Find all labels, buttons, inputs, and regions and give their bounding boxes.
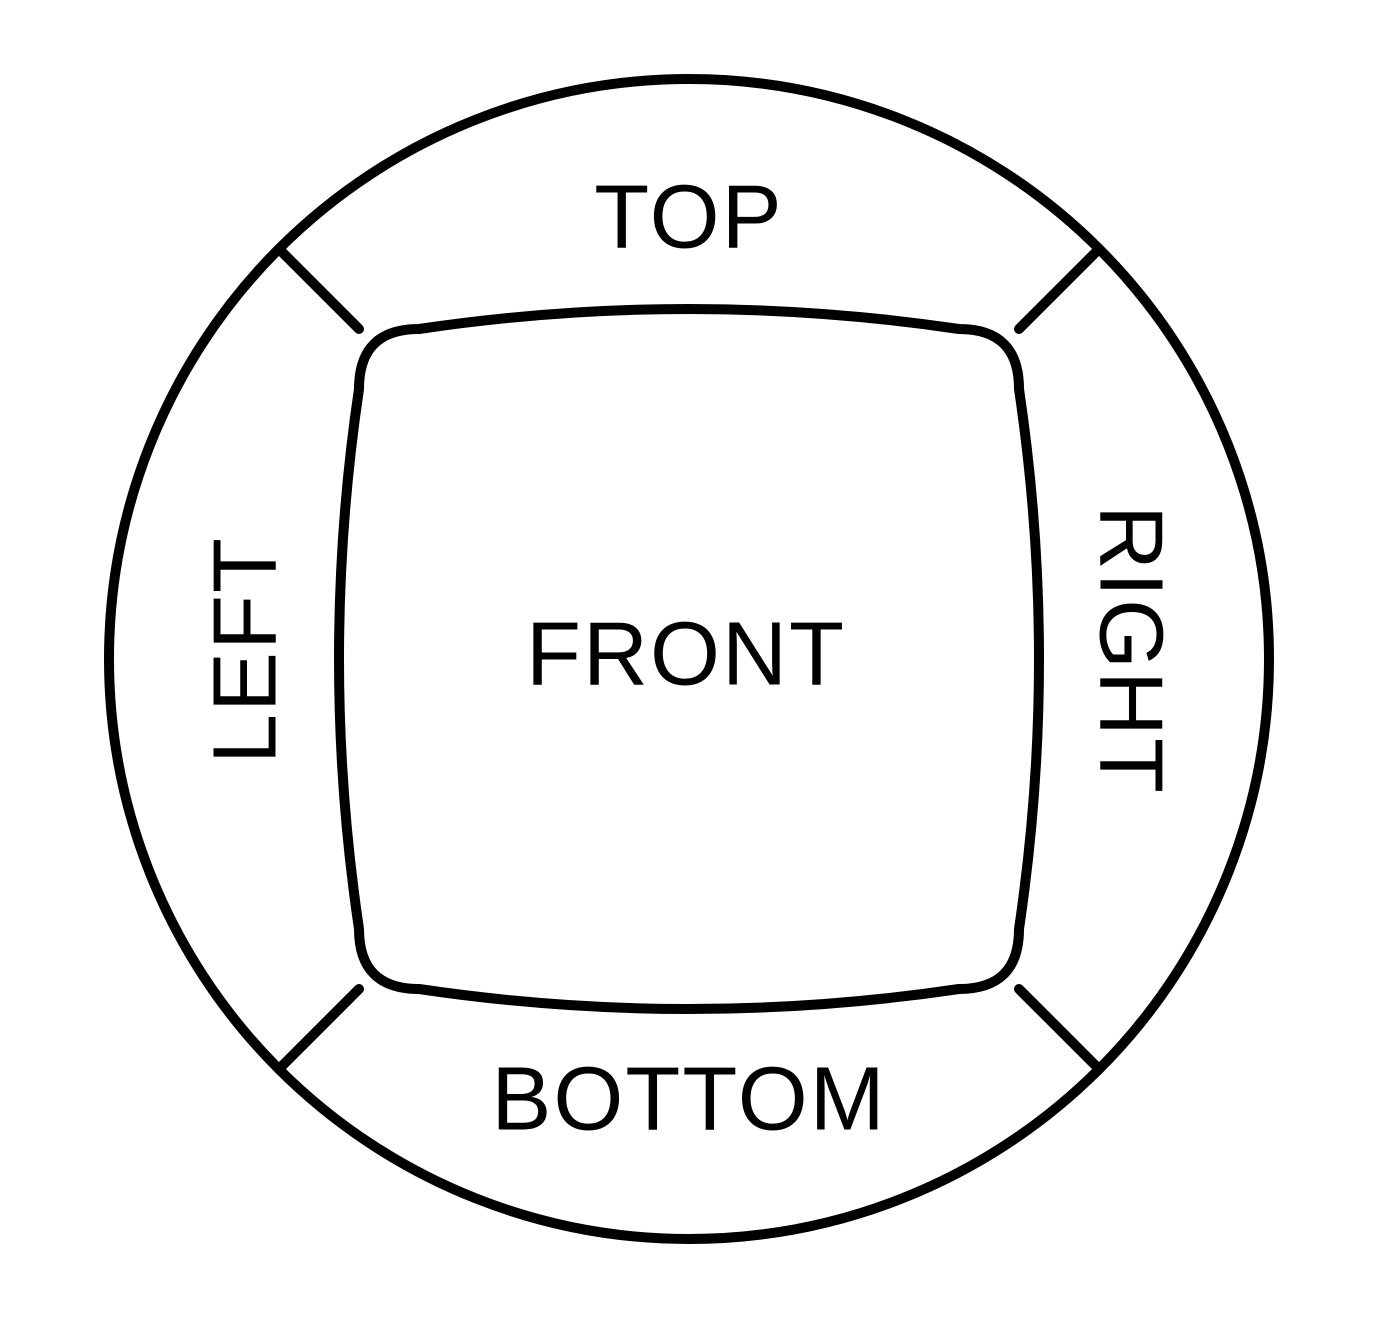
view-cube-diagram: TOP FRONT BOTTOM LEFT RIGHT: [0, 0, 1378, 1318]
label-front: FRONT: [526, 604, 846, 707]
label-top: TOP: [594, 167, 783, 270]
label-left: LEFT: [195, 536, 298, 764]
label-right: RIGHT: [1079, 505, 1182, 795]
label-bottom: BOTTOM: [491, 1049, 886, 1152]
